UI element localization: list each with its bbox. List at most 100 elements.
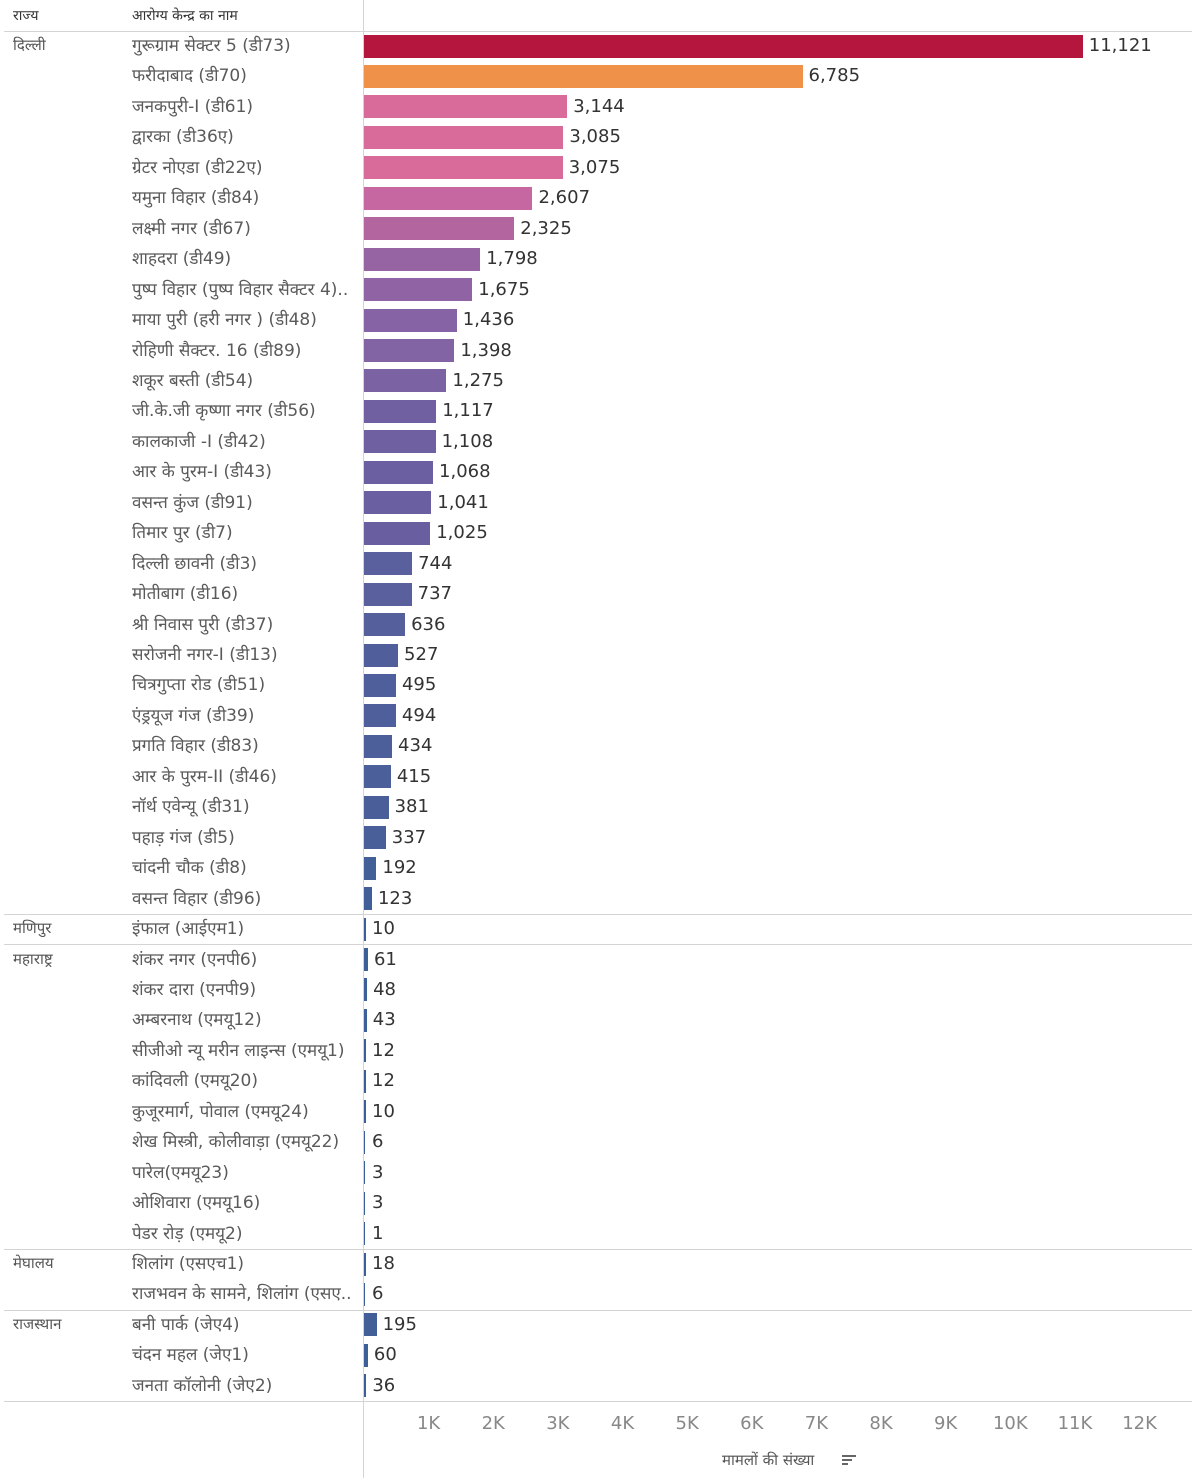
center-label: शाहदरा (डी49) — [132, 249, 232, 270]
bar[interactable] — [364, 1039, 366, 1063]
center-label: शंकर दारा (एनपी9) — [132, 979, 257, 1000]
axis-tick-label: 6K — [740, 1413, 764, 1434]
bar[interactable] — [364, 552, 413, 576]
bar[interactable] — [364, 1343, 368, 1367]
center-label: जी.के.जी कृष्णा नगर (डी56) — [132, 401, 316, 422]
center-label: द्वारका (डी36ए) — [132, 127, 234, 148]
center-label: चांदनी चौक (डी8) — [132, 858, 247, 879]
bar[interactable] — [364, 521, 431, 545]
value-label: 337 — [391, 826, 427, 848]
bar[interactable] — [364, 339, 455, 362]
value-label: 415 — [396, 765, 432, 787]
value-label: 744 — [418, 552, 453, 574]
bar[interactable] — [364, 1100, 366, 1124]
bar[interactable] — [364, 582, 412, 606]
axis-tick-label: 1K — [416, 1413, 441, 1434]
bar[interactable] — [364, 734, 393, 758]
bar[interactable] — [364, 1374, 367, 1398]
bar[interactable] — [364, 156, 563, 180]
center-label: एंड्रयूज गंज (डी39) — [132, 705, 255, 726]
bar[interactable] — [364, 1252, 366, 1276]
sort-icon[interactable] — [842, 1453, 856, 1467]
center-label: वसन्त कुंज (डी91) — [132, 492, 253, 513]
value-label: 123 — [377, 887, 413, 909]
bar[interactable] — [364, 613, 406, 637]
center-label: शिलांग (एसएच1) — [132, 1254, 245, 1274]
header-divider — [4, 31, 1192, 32]
center-label: श्री निवास पुरी (डी37) — [132, 614, 274, 635]
bar[interactable] — [364, 1222, 365, 1246]
bar[interactable] — [364, 369, 447, 393]
state-label: राजस्थान — [13, 1314, 62, 1333]
bar[interactable] — [364, 826, 386, 850]
bar[interactable] — [364, 125, 564, 149]
bar[interactable] — [364, 765, 391, 789]
value-label: 3 — [372, 1192, 384, 1214]
bar[interactable] — [364, 95, 568, 119]
bar[interactable] — [364, 460, 434, 484]
bar[interactable] — [364, 278, 473, 302]
value-label: 195 — [382, 1313, 417, 1335]
center-label: यमुना विहार (डी84) — [132, 188, 260, 209]
center-label: पहाड़ गंज (डी5) — [132, 827, 235, 848]
value-label: 1,068 — [439, 461, 491, 483]
value-label: 494 — [401, 704, 437, 726]
bar[interactable] — [364, 34, 1083, 58]
value-label: 2,607 — [538, 187, 591, 209]
bar[interactable] — [364, 643, 399, 667]
center-label: पेडर रोड़ (एमयू2) — [132, 1223, 243, 1244]
bar[interactable] — [364, 247, 481, 271]
bar[interactable] — [364, 217, 515, 241]
value-label: 3 — [372, 1161, 384, 1183]
bar[interactable] — [364, 856, 377, 880]
value-label: 1,675 — [478, 278, 530, 300]
center-label: शंकर नगर (एनपी6) — [132, 949, 258, 970]
bar[interactable] — [364, 1282, 365, 1306]
value-label: 18 — [372, 1253, 395, 1274]
bar[interactable] — [364, 430, 436, 454]
value-label: 60 — [373, 1344, 397, 1366]
bar[interactable] — [364, 1069, 366, 1093]
value-label: 6 — [372, 1283, 384, 1305]
bar[interactable] — [364, 1161, 365, 1185]
value-label: 192 — [382, 857, 417, 879]
bar[interactable] — [364, 1130, 365, 1154]
bar[interactable] — [364, 186, 533, 210]
axis-tick-label: 11K — [1057, 1413, 1093, 1434]
axis-tick-label: 7K — [804, 1413, 829, 1434]
center-label: पुष्प विहार (पुष्प विहार सैक्टर 4).. — [132, 279, 349, 300]
bar[interactable] — [364, 308, 457, 332]
bar[interactable] — [364, 887, 372, 911]
center-label: दिल्ली छावनी (डी3) — [132, 553, 258, 574]
bar[interactable] — [364, 704, 396, 728]
bar[interactable] — [364, 1313, 377, 1337]
value-label: 1,398 — [460, 339, 512, 361]
bar[interactable] — [364, 1191, 365, 1215]
bar[interactable] — [364, 399, 437, 423]
value-label: 1,436 — [462, 309, 515, 331]
value-label: 1,108 — [441, 430, 494, 452]
value-label: 434 — [398, 735, 433, 757]
value-label: 3,075 — [568, 156, 621, 178]
axis-tick-label: 10K — [992, 1413, 1028, 1434]
bar[interactable] — [364, 1008, 367, 1032]
bar[interactable] — [364, 917, 366, 941]
value-label: 495 — [401, 674, 437, 696]
value-label: 636 — [411, 613, 446, 635]
value-label: 1 — [372, 1222, 384, 1244]
bar[interactable] — [364, 491, 432, 515]
axis-tick-label: 12K — [1122, 1413, 1157, 1434]
axis-tick-label: 5K — [675, 1413, 699, 1434]
center-label: तिमार पुर (डी7) — [132, 523, 233, 544]
bar[interactable] — [364, 673, 396, 697]
center-label: फरीदाबाद (डी70) — [132, 66, 247, 87]
center-label: प्रगति विहार (डी83) — [132, 736, 259, 757]
state-label: मणिपुर — [13, 919, 52, 938]
center-label: कालकाजी -I (डी42) — [132, 431, 266, 452]
axis-tick-label: 4K — [610, 1413, 635, 1434]
bar[interactable] — [364, 948, 368, 971]
bar[interactable] — [364, 64, 803, 88]
bar[interactable] — [364, 978, 368, 1002]
center-label: रोहिणी सैक्टर. 16 (डी89) — [132, 340, 302, 361]
bar[interactable] — [364, 795, 389, 819]
